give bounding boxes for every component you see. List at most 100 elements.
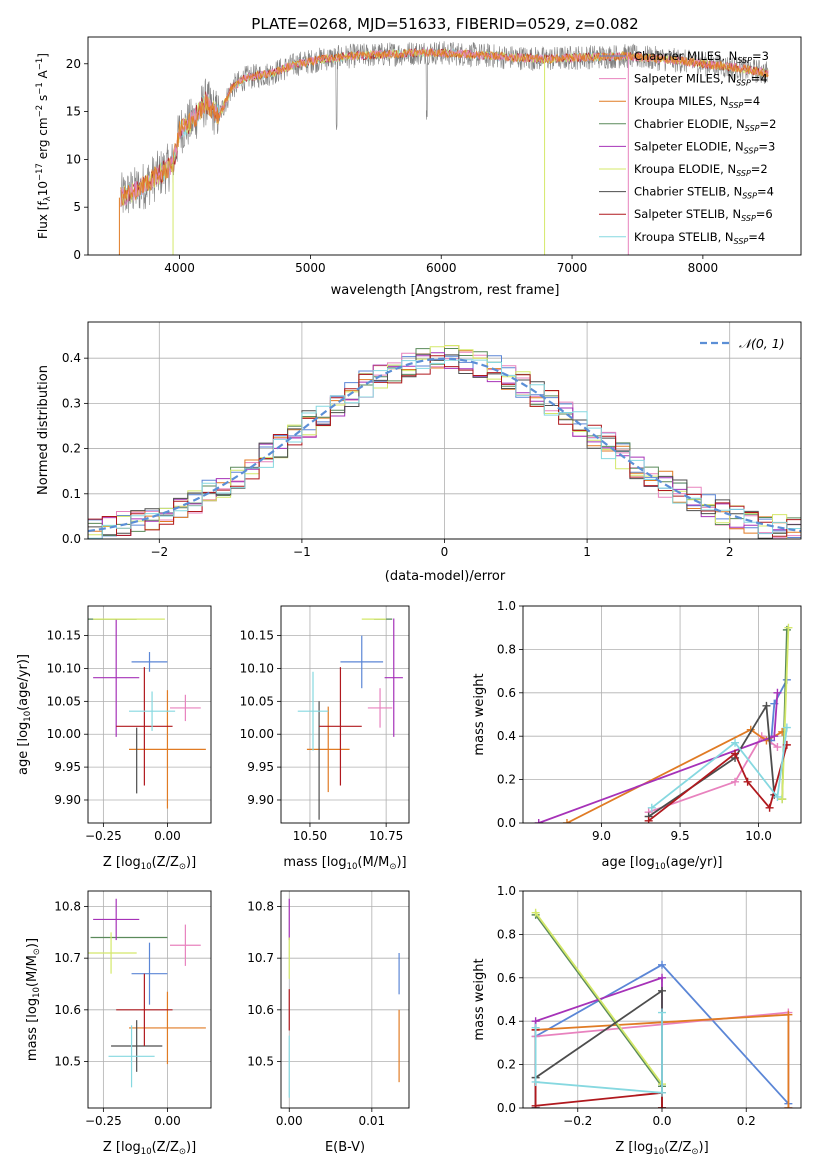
y-tick-label: 0.4	[497, 1014, 516, 1028]
axes-frame: −0.25 0.00 10.5 10.6 10.7 10.8 Z [log10(Z/Z⊙)]…	[25, 890, 212, 1157]
mass-vs-ebv-plot: 0.00 0.01 10.5 10.6 10.7 10.8 E(B-V)	[247, 890, 410, 1155]
y-tick-label: 1.0	[497, 599, 516, 613]
weight-marker	[782, 723, 791, 732]
weight-marker	[534, 819, 543, 823]
weight-marker	[784, 1010, 793, 1019]
y-tick-label: 0.2	[497, 1058, 516, 1072]
y-tick-label: 0.8	[497, 927, 516, 941]
weight-marker	[562, 819, 571, 823]
x-tick-label: 10.75	[369, 829, 403, 843]
y-tick-label: 10.00	[47, 727, 81, 741]
y-axis-label: mass weight	[472, 958, 487, 1040]
y-tick-label: 10.7	[247, 951, 274, 965]
y-tick-label: 10.15	[240, 629, 274, 643]
weight-marker	[773, 792, 782, 801]
x-tick-label: 0.0	[652, 1114, 671, 1128]
x-axis-label: Z [log10(Z/Z⊙)]	[103, 855, 196, 872]
axes-border	[87, 605, 212, 824]
x-tick-label: 0.01	[358, 1114, 385, 1128]
y-axis-label: mass [log10(M/M⊙)]	[25, 938, 42, 1061]
plot-area	[297, 618, 403, 820]
weight-marker	[731, 749, 740, 758]
legend-label: 𝒩(0, 1)	[739, 336, 785, 351]
x-tick-label: 10.50	[293, 829, 327, 843]
spectrum-plot: 4000 5000 6000 7000 8000 0 5 10 15 20 wavelength […	[35, 36, 802, 298]
axes-frame: 4000 5000 6000 7000 8000 0 5 10 15 20 wavelength […	[35, 36, 802, 298]
weight-marker	[784, 623, 793, 632]
axes-border	[87, 36, 802, 256]
y-tick-label: 0.2	[62, 442, 81, 456]
weight-marker	[762, 701, 771, 710]
weight-marker	[531, 1077, 540, 1086]
x-axis-label: mass [log10(M/M⊙)]	[283, 855, 406, 872]
axes-frame: −0.2 0.0 0.2 0.0 0.2 0.4 0.6 0.8 1.0 Z [log10(Z/Z…	[472, 884, 802, 1157]
x-tick-label: 0.2	[737, 1114, 756, 1128]
y-tick-label: 10.00	[240, 727, 274, 741]
y-tick-label: 10.05	[47, 694, 81, 708]
plot-area	[118, 41, 769, 255]
weight-marker	[743, 777, 752, 786]
grid	[281, 891, 409, 1108]
y-axis-label: Normed distribution	[36, 365, 51, 495]
weight-marker	[647, 803, 656, 812]
legend-label: Kroupa STELIB, NSSP=4	[634, 230, 765, 246]
weight-marker	[531, 1101, 540, 1108]
x-tick-label: 2	[726, 545, 734, 559]
y-tick-label: 0.0	[497, 1101, 516, 1115]
x-tick-label: 0.00	[154, 1114, 181, 1128]
legend-label: Chabrier MILES, NSSP=3	[634, 49, 769, 65]
x-tick-label: 9.0	[592, 829, 611, 843]
x-tick-label: −0.2	[563, 1114, 592, 1128]
y-tick-label: 0.6	[497, 686, 516, 700]
weight-line	[781, 627, 790, 800]
weight-marker	[770, 732, 779, 741]
x-tick-label: 9.5	[671, 829, 690, 843]
x-tick-label: 1	[583, 545, 591, 559]
y-tick-label: 0.0	[62, 532, 81, 546]
weight-line	[566, 728, 783, 823]
weight-line	[651, 727, 788, 809]
weight-marker	[784, 1104, 793, 1108]
y-tick-label: 1.0	[497, 884, 516, 898]
weight-marker	[658, 1008, 666, 1017]
y-tick-label: 0.0	[497, 816, 516, 830]
residual-histogram-plot: −2 −1 0 1 2 0.0 0.1 0.2 0.3 0.4 (data-model)/error…	[36, 321, 802, 584]
weight-marker	[644, 816, 653, 823]
plot-area	[288, 898, 400, 1098]
y-axis-label: age [log10(age/yr)]	[16, 654, 33, 775]
y-tick-label: 0.4	[62, 351, 81, 365]
weight-line	[648, 734, 778, 813]
weight-marker	[778, 795, 787, 804]
x-axis-label: Z [log10(Z/Z⊙)]	[103, 1140, 196, 1157]
weight-marker	[765, 803, 774, 812]
axes-border	[87, 890, 212, 1109]
y-tick-label: 0.2	[497, 773, 516, 787]
x-tick-label: 6000	[426, 261, 457, 275]
axes-border	[280, 605, 410, 824]
age-vs-metallicity-plot: −0.25 0.00 9.90 9.95 10.00 10.05 10.10 10.15 Z […	[16, 605, 212, 872]
x-axis-label: (data-model)/error	[385, 569, 506, 584]
mass-weight-vs-metallicity-plot: −0.2 0.0 0.2 0.0 0.2 0.4 0.6 0.8 1.0 Z [log10(Z/Z…	[472, 884, 802, 1157]
axes-frame: −2 −1 0 1 2 0.0 0.1 0.2 0.3 0.4 (data-model)/error…	[36, 321, 802, 584]
axes-border	[522, 890, 802, 1109]
y-tick-label: 0.6	[497, 971, 516, 985]
plot-area	[88, 618, 206, 809]
legend-label: Kroupa MILES, NSSP=4	[634, 94, 760, 110]
weight-marker	[773, 688, 782, 697]
x-tick-label: 0.00	[276, 1114, 303, 1128]
legend-label: Salpeter MILES, NSSP=4	[634, 72, 768, 88]
y-tick-label: 10.15	[47, 629, 81, 643]
x-tick-label: 5000	[295, 261, 326, 275]
x-axis-label: E(B-V)	[325, 1140, 365, 1155]
y-tick-label: 10.05	[240, 694, 274, 708]
y-tick-label: 9.90	[54, 793, 81, 807]
x-axis-label: wavelength [Angstrom, rest frame]	[331, 283, 560, 298]
y-tick-label: 0.1	[62, 487, 81, 501]
plot-area	[531, 908, 793, 1108]
y-tick-label: 9.90	[247, 793, 274, 807]
grid	[523, 605, 801, 824]
weight-marker	[731, 738, 740, 747]
x-axis-label: Z [log10(Z/Z⊙)]	[615, 1140, 708, 1157]
x-tick-label: −0.25	[85, 829, 122, 843]
